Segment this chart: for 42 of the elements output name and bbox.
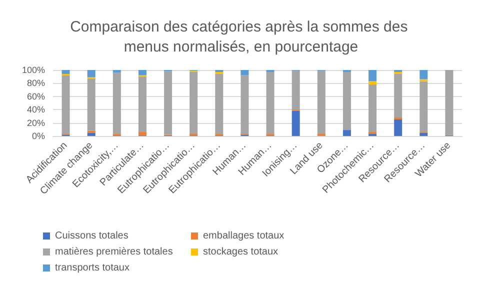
bar [394,120,402,136]
bar [112,70,121,73]
bar [368,84,377,132]
y-tick-label: 0% [32,131,45,141]
bar [420,70,428,80]
bar [138,132,146,136]
legend-label: transports totaux [55,262,130,274]
bar [190,72,198,134]
bar [420,132,428,136]
legend-label: Cuissons totales [55,230,128,242]
bar [445,70,454,136]
legend-label: matières premières totales [55,246,173,258]
bar [394,74,402,118]
bar [240,70,249,76]
bar [112,72,121,134]
chart-title: Comparaison des catégories après la sommes des menus normalisés, en pourcentage [70,18,412,56]
bar [342,72,351,130]
bar [368,70,377,82]
bar [292,110,300,136]
legend-label: emballages totaux [203,230,284,242]
bar [292,70,300,110]
bar [87,132,96,136]
bar [62,75,70,134]
bar [164,71,172,135]
bar [62,70,70,74]
y-tick-label: 60% [26,91,45,102]
legend-label: stockages totaux [203,246,278,258]
bar [342,130,351,136]
bar [240,75,249,134]
bar [368,81,377,85]
bar [215,74,224,134]
y-tick-label: 100% [22,65,45,75]
bar [266,72,274,134]
bar [138,76,146,132]
y-tick-label: 40% [26,104,45,115]
bar [138,70,146,76]
bar [420,81,428,132]
y-tick-label: 20% [26,118,45,128]
bar [317,70,326,134]
y-tick-label: 80% [26,78,45,88]
bar [87,70,96,78]
bar [87,78,96,131]
